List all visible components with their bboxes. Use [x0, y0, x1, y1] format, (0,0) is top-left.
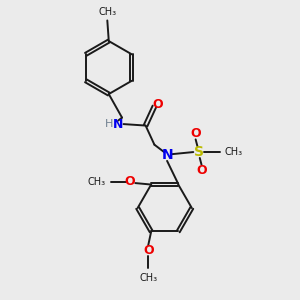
Text: O: O — [143, 244, 154, 257]
Text: CH₃: CH₃ — [224, 147, 243, 157]
Text: H: H — [105, 119, 114, 129]
Text: N: N — [162, 148, 173, 162]
Text: O: O — [125, 175, 135, 188]
Text: CH₃: CH₃ — [98, 7, 116, 17]
Text: O: O — [190, 127, 201, 140]
Text: S: S — [194, 145, 204, 159]
Text: O: O — [153, 98, 163, 111]
Text: O: O — [196, 164, 207, 177]
Text: N: N — [113, 118, 123, 130]
Text: CH₃: CH₃ — [88, 177, 106, 187]
Text: CH₃: CH₃ — [139, 273, 157, 283]
